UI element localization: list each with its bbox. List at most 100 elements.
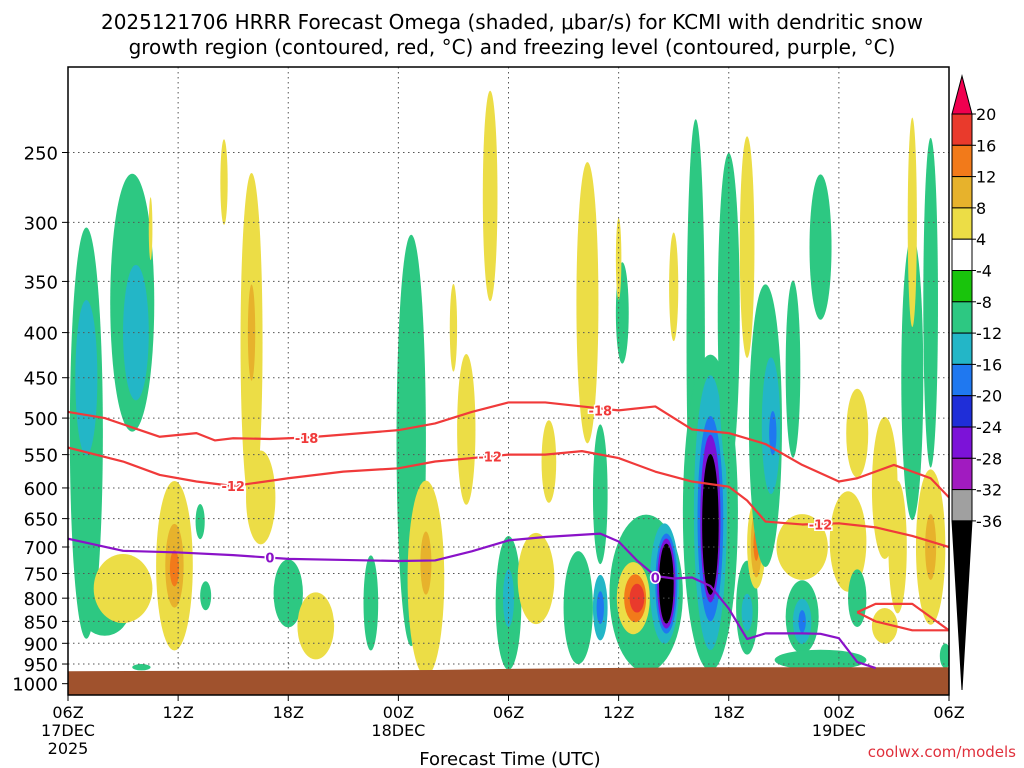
omega-cell [776, 514, 828, 580]
y-tick-label: 950 [24, 655, 58, 676]
omega-cell [769, 410, 777, 456]
omega-cell [939, 643, 949, 669]
omega-cell [200, 581, 212, 611]
y-tick-label: 1000 [12, 675, 58, 696]
omega-cell [220, 139, 228, 225]
x-axis-title: Forecast Time (UTC) [419, 749, 600, 768]
ground-layer [68, 667, 949, 695]
freezing-level-line [68, 532, 876, 670]
isotherm-line [856, 611, 949, 632]
x-tick-label: 00Z [823, 703, 854, 722]
colorbar-label: 12 [976, 168, 996, 187]
omega-cell [629, 583, 645, 613]
colorbar-label: -24 [976, 418, 1002, 437]
freezing-level-line-label: 0 [651, 572, 660, 587]
y-tick-label: 250 [24, 143, 58, 164]
colorbar-swatch [951, 270, 973, 303]
isotherm-line [68, 401, 949, 499]
omega-cell [907, 117, 917, 328]
omega-cell [148, 197, 153, 261]
y-tick-label: 500 [24, 409, 58, 430]
x-tick-label: 00Z [383, 703, 414, 722]
colorbar-swatch [951, 207, 973, 240]
x-tick-label: 12Z [603, 703, 634, 722]
omega-cell [785, 280, 801, 458]
omega-cell [596, 591, 604, 624]
y-tick-label: 600 [24, 479, 58, 500]
omega-cell [482, 90, 498, 302]
isotherm-line-label: -12 [478, 451, 502, 466]
colorbar-label: -4 [976, 262, 992, 281]
colorbar-swatch [951, 301, 973, 334]
omega-cell [923, 137, 938, 468]
omega-cell [846, 388, 869, 478]
x-tick-label: 12Z [162, 703, 193, 722]
y-tick-label: 800 [24, 589, 58, 610]
y-tick-label: 750 [24, 564, 58, 585]
omega-cell [901, 235, 924, 521]
colorbar: 20 16 12 8 4 -4 -8 -12 -16 -20 -24 -28 -32 -36 [951, 74, 1002, 691]
isotherm-line-label: -18 [589, 404, 613, 419]
x-tick-label: 06Z [493, 703, 524, 722]
colorbar-swatch [951, 363, 973, 397]
omega-cell [888, 480, 907, 614]
x-date-label: 18DEC [371, 721, 425, 740]
y-tick-label: 700 [24, 538, 58, 559]
x-date-label: 17DEC [41, 721, 95, 740]
omega-cell [871, 608, 898, 644]
omega-cell [93, 553, 153, 623]
plot-area: -18 -18 -12 -12 -12 0 0 [68, 67, 949, 695]
omega-cell [449, 283, 458, 372]
omega-cell [297, 592, 335, 660]
omega-cell [774, 649, 867, 671]
colorbar-label: 20 [976, 105, 996, 124]
omega-cell [848, 569, 867, 627]
omega-cell [739, 136, 755, 358]
colorbar-label: -36 [976, 512, 1002, 531]
omega-cell [132, 664, 151, 671]
ground-fill [68, 667, 949, 695]
omega-cell [659, 543, 674, 624]
colorbar-label: -12 [976, 324, 1002, 343]
omega-cell [576, 162, 599, 444]
omega-cell [925, 514, 937, 580]
y-tick-label: 650 [24, 510, 58, 531]
omega-cell [517, 532, 555, 625]
omega-cell [829, 491, 867, 592]
omega-cell [541, 420, 557, 503]
isotherm-line-label: -18 [295, 432, 319, 447]
omega-cell [669, 232, 679, 342]
y-axis: 2503003504004505005506006507007508008509… [12, 143, 68, 696]
isotherm-line [856, 602, 949, 632]
isotherm-line [68, 446, 949, 549]
colorbar-label: 4 [976, 230, 986, 249]
colorbar-swatch [951, 238, 973, 271]
colorbar-swatch [951, 395, 973, 428]
colorbar-swatch [951, 144, 973, 178]
omega-cell [363, 555, 379, 651]
x-date-label: 19DEC [812, 721, 866, 740]
colorbar-label: -16 [976, 355, 1002, 374]
y-tick-label: 400 [24, 324, 58, 345]
colorbar-swatch [951, 457, 973, 491]
omega-cell [592, 424, 608, 565]
omega-cell [246, 450, 276, 545]
colorbar-swatch [951, 332, 973, 365]
colorbar-label: -20 [976, 387, 1002, 406]
colorbar-label: 16 [976, 136, 996, 155]
x-tick-label: 18Z [273, 703, 304, 722]
x-year-label: 2025 [48, 739, 89, 758]
omega-shading [69, 90, 949, 677]
omega-cell [798, 610, 806, 633]
omega-cell [615, 218, 622, 300]
colorbar-bottom-triangle [951, 520, 973, 691]
chart-title-line2: growth region (contoured, red, °C) and f… [129, 35, 896, 59]
omega-cell [420, 531, 432, 595]
y-tick-label: 300 [24, 213, 58, 234]
omega-cell [563, 551, 593, 665]
omega-cell [195, 503, 205, 540]
colorbar-label: -28 [976, 449, 1002, 468]
freezing-level-line-label: 0 [265, 551, 274, 566]
colorbar-label: -8 [976, 293, 992, 312]
